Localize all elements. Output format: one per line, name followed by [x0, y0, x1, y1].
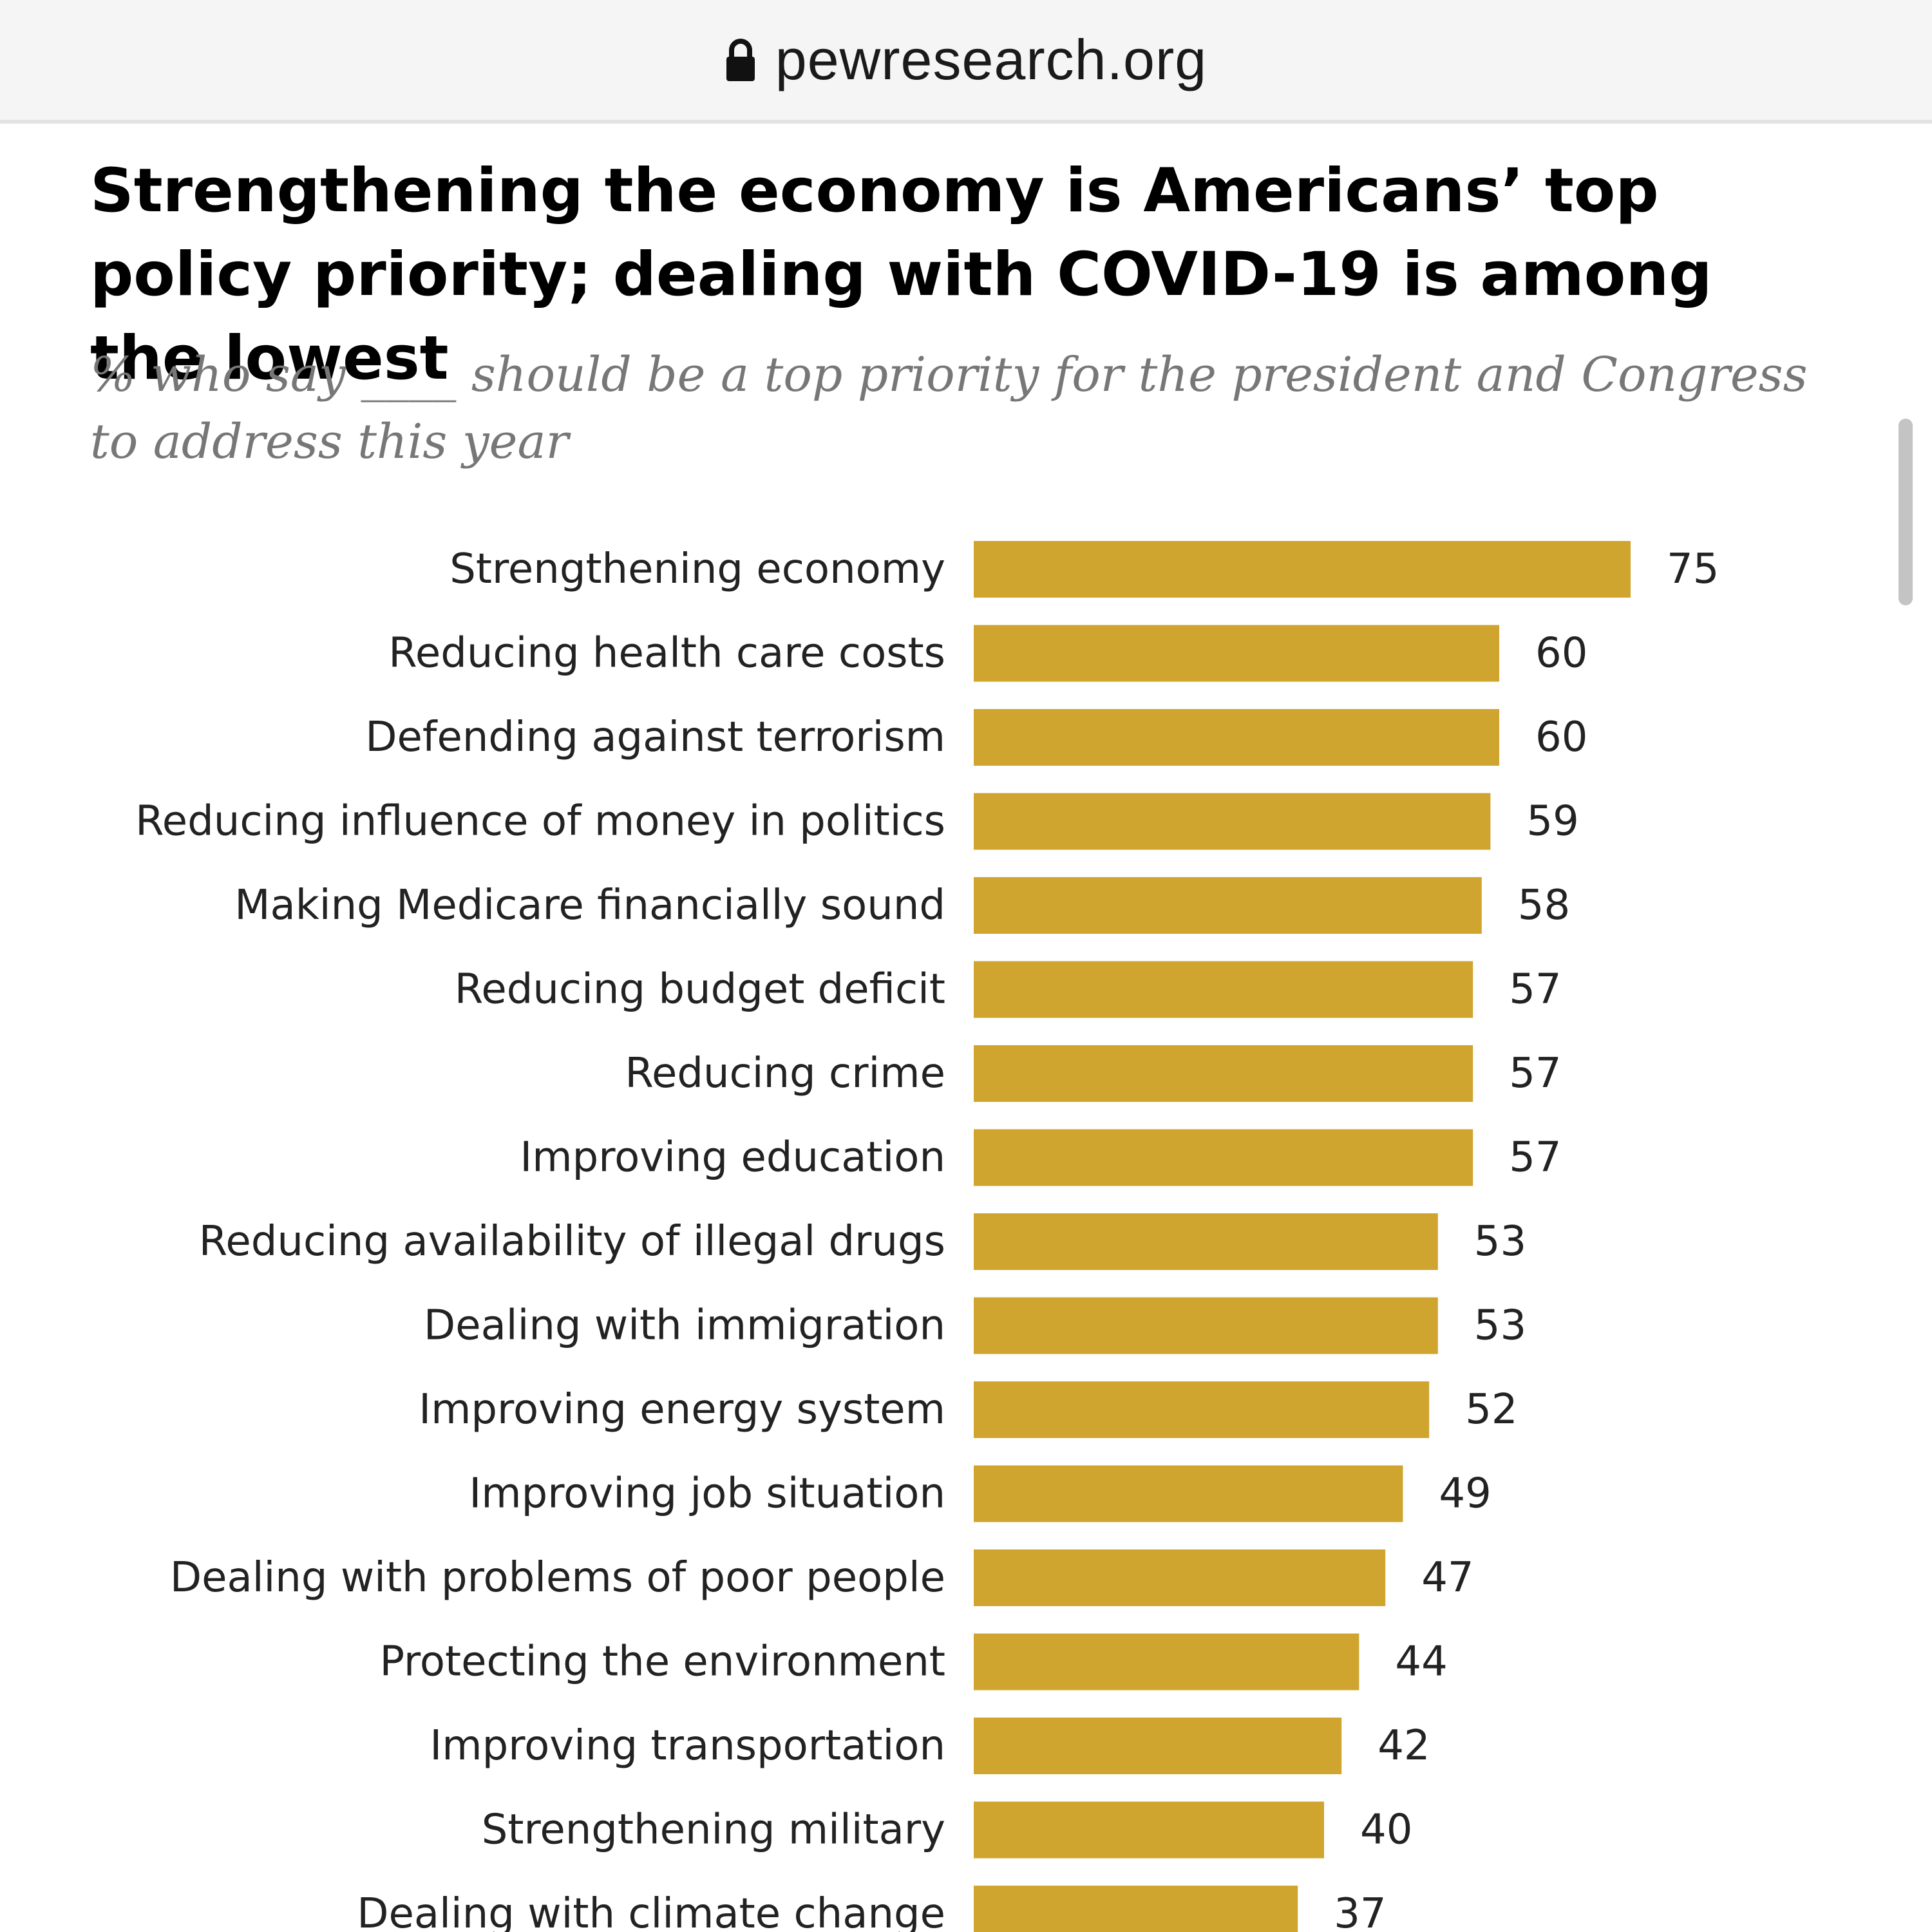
bar-row: Defending against terrorism 60 — [365, 709, 1587, 766]
value-label: 53 — [1474, 1302, 1526, 1350]
category-label: Reducing budget deficit — [455, 966, 945, 1014]
bar-row: Reducing health care costs 60 — [388, 625, 1587, 682]
bar-row: Improving education 57 — [520, 1129, 1562, 1186]
bar-row: Making Medicare financially sound 58 — [234, 877, 1570, 934]
value-label: 60 — [1535, 630, 1587, 677]
value-label: 53 — [1474, 1218, 1526, 1265]
url-container[interactable]: pewresearch.org — [0, 0, 1932, 120]
value-label: 57 — [1509, 966, 1561, 1014]
bar-row: Strengthening economy 75 — [450, 541, 1719, 598]
bar — [974, 1633, 1359, 1690]
bar-row: Reducing influence of money in politics 5… — [135, 793, 1579, 850]
category-label: Making Medicare financially sound — [234, 882, 945, 929]
category-label: Reducing influence of money in politics — [135, 798, 945, 846]
category-label: Dealing with problems of poor people — [170, 1554, 945, 1602]
category-label: Reducing crime — [625, 1050, 945, 1097]
bar — [974, 709, 1499, 766]
bar — [974, 1129, 1473, 1186]
bar — [974, 1297, 1438, 1354]
value-label: 75 — [1667, 545, 1719, 593]
value-label: 59 — [1526, 798, 1578, 846]
value-label: 58 — [1518, 882, 1570, 929]
value-label: 44 — [1395, 1638, 1447, 1686]
lock-icon — [726, 39, 755, 81]
bar-row: Strengthening military 40 — [482, 1801, 1412, 1859]
value-label: 57 — [1509, 1134, 1561, 1182]
chart-subtitle: % who say ____ should be a top priority … — [90, 347, 1808, 469]
bar-row: Dealing with problems of poor people 47 — [170, 1549, 1474, 1606]
category-label: Improving job situation — [469, 1470, 945, 1518]
bar-row: Reducing budget deficit 57 — [455, 961, 1562, 1018]
chart-title: Strengthening the economy is Americans’ … — [90, 156, 1712, 393]
bar — [974, 1465, 1403, 1522]
bar — [974, 961, 1473, 1018]
url-text[interactable]: pewresearch.org — [775, 28, 1208, 91]
category-label: Improving education — [520, 1134, 945, 1182]
scrollbar-thumb[interactable] — [1899, 419, 1913, 605]
bar — [974, 1801, 1324, 1859]
category-label: Dealing with climate change — [357, 1890, 945, 1932]
bar-row: Improving energy system 52 — [419, 1381, 1518, 1438]
category-label: Improving transportation — [430, 1722, 945, 1770]
value-label: 40 — [1360, 1806, 1412, 1854]
category-label: Improving energy system — [419, 1386, 945, 1434]
category-label: Dealing with immigration — [424, 1302, 945, 1350]
bar — [974, 793, 1491, 850]
bar-row: Reducing crime 57 — [625, 1045, 1562, 1102]
bar — [974, 877, 1482, 934]
bar-row: Dealing with immigration 53 — [424, 1297, 1526, 1354]
bar — [974, 1381, 1430, 1438]
value-label: 37 — [1334, 1890, 1386, 1932]
browser-address-bar[interactable]: pewresearch.org — [0, 0, 1932, 124]
category-label: Strengthening military — [482, 1806, 945, 1854]
value-label: 42 — [1378, 1722, 1430, 1770]
value-label: 57 — [1509, 1050, 1561, 1097]
bar — [974, 1045, 1473, 1102]
bar — [974, 1213, 1438, 1270]
bar-row: Dealing with climate change 37 — [357, 1886, 1387, 1932]
bar — [974, 1549, 1386, 1606]
value-label: 47 — [1421, 1554, 1473, 1602]
value-label: 52 — [1465, 1386, 1517, 1434]
value-label: 49 — [1439, 1470, 1491, 1518]
category-label: Reducing availability of illegal drugs — [199, 1218, 945, 1265]
category-label: Reducing health care costs — [388, 630, 945, 677]
bar — [974, 1886, 1298, 1932]
value-label: 60 — [1535, 714, 1587, 761]
bar-row: Improving transportation 42 — [430, 1718, 1430, 1774]
bar-row: Protecting the environment 44 — [379, 1633, 1448, 1690]
bar — [974, 1718, 1342, 1774]
bar — [974, 541, 1631, 598]
category-label: Protecting the environment — [379, 1638, 945, 1686]
bar-row: Reducing availability of illegal drugs 53 — [199, 1213, 1526, 1270]
bar — [974, 625, 1499, 682]
category-label: Defending against terrorism — [365, 714, 945, 761]
bar-row: Improving job situation 49 — [469, 1465, 1492, 1522]
category-label: Strengthening economy — [450, 545, 945, 593]
